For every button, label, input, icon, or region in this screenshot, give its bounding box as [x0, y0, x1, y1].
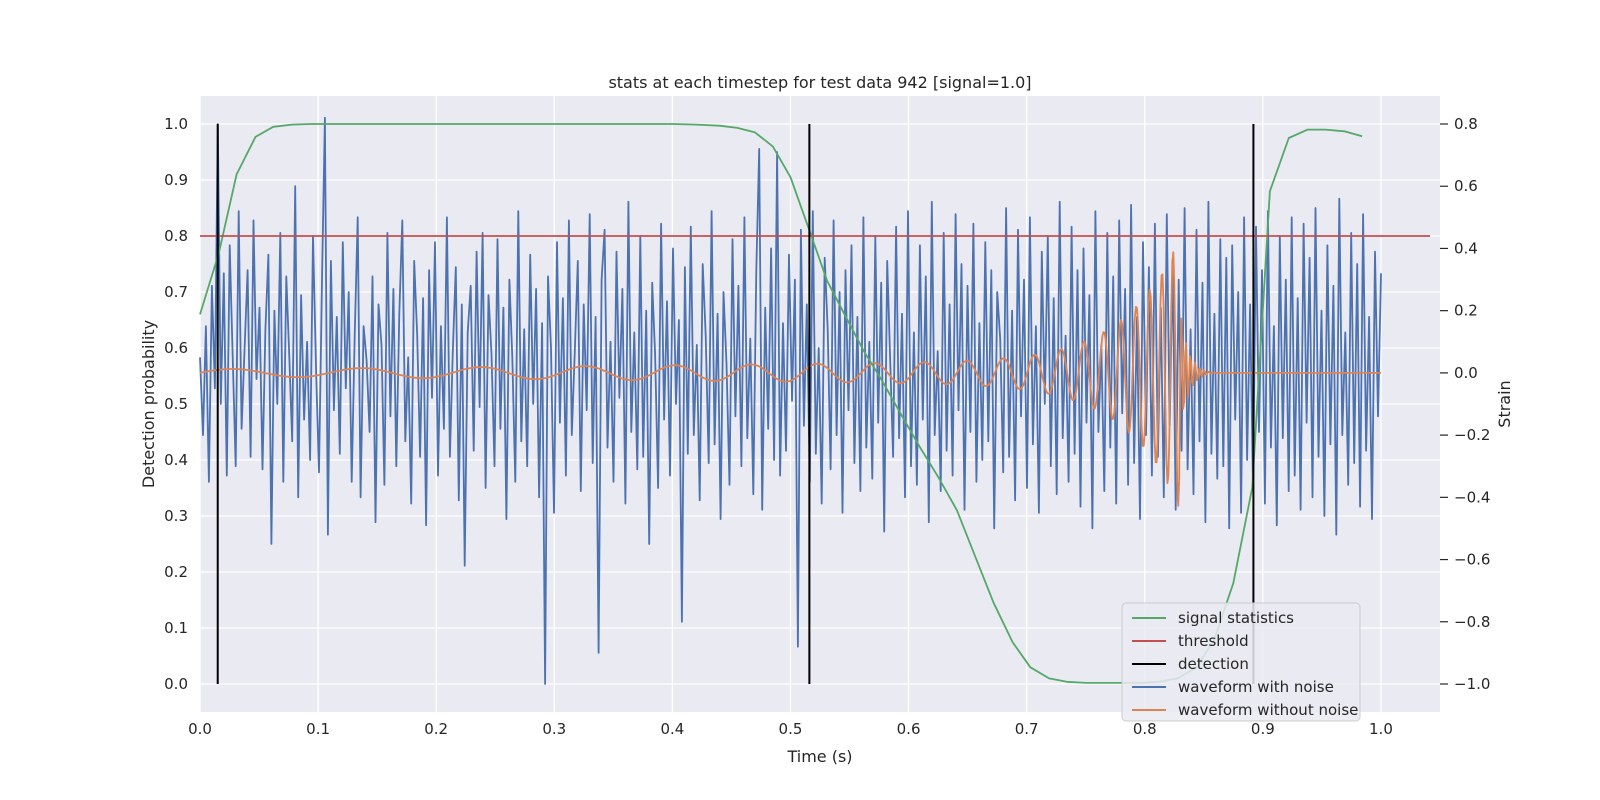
y-tick-label-left: 0.5: [164, 395, 188, 413]
y-tick-label-left: 0.6: [164, 339, 188, 357]
y-axis-label-left: Detection probability: [139, 320, 158, 488]
y-tick-label-left: 1.0: [164, 115, 188, 133]
x-tick-label: 0.3: [542, 720, 566, 738]
y-tick-label-right: −0.8: [1454, 613, 1490, 631]
x-tick-label: 0.8: [1133, 720, 1157, 738]
y-tick-label-left: 0.1: [164, 619, 188, 637]
y-axis-label-right: Strain: [1495, 380, 1514, 427]
y-tick-label-left: 0.8: [164, 227, 188, 245]
y-tick-label-right: 0.6: [1454, 177, 1478, 195]
x-tick-label: 0.7: [1015, 720, 1039, 738]
y-tick-label-right: −0.2: [1454, 426, 1490, 444]
y-tick-label-left: 0.3: [164, 507, 188, 525]
y-tick-label-right: 0.0: [1454, 364, 1478, 382]
x-tick-label: 1.0: [1369, 720, 1393, 738]
y-tick-label-left: 0.4: [164, 451, 188, 469]
y-tick-label-right: −1.0: [1454, 675, 1490, 693]
legend-label: waveform with noise: [1178, 678, 1334, 696]
chart-title: stats at each timestep for test data 942…: [608, 73, 1031, 92]
y-tick-label-left: 0.9: [164, 171, 188, 189]
legend-label: waveform without noise: [1178, 701, 1358, 719]
x-tick-label: 0.1: [306, 720, 330, 738]
y-tick-label-right: 0.2: [1454, 302, 1478, 320]
x-axis-label: Time (s): [786, 747, 852, 766]
y-tick-label-right: −0.6: [1454, 551, 1490, 569]
series-waveform-without-noise: [199, 251, 1381, 507]
x-tick-label: 0.0: [188, 720, 212, 738]
legend-label: signal statistics: [1178, 609, 1294, 627]
x-tick-label: 0.9: [1251, 720, 1275, 738]
x-tick-label: 0.2: [424, 720, 448, 738]
legend-label: detection: [1178, 655, 1249, 673]
y-tick-label-left: 0.2: [164, 563, 188, 581]
y-tick-label-right: 0.8: [1454, 115, 1478, 133]
ticks: 0.0 0.1 0.2 0.3 0.4 0.5 0.6 0.7 0.8 0.9 1.0 0.0 0.1 0…: [164, 115, 1490, 738]
legend-label: threshold: [1178, 632, 1249, 650]
x-tick-label: 0.6: [897, 720, 921, 738]
y-tick-label-left: 0.7: [164, 283, 188, 301]
series-waveform-with-noise: [199, 116, 1382, 685]
x-tick-label: 0.4: [660, 720, 684, 738]
legend-box: [1121, 602, 1361, 722]
x-tick-label: 0.5: [779, 720, 803, 738]
y-tick-label-left: 0.0: [164, 675, 188, 693]
legend: signal statistics threshold detection wavef…: [1121, 602, 1361, 722]
y-tick-label-right: 0.4: [1454, 239, 1478, 257]
y-tick-label-right: −0.4: [1454, 488, 1490, 506]
